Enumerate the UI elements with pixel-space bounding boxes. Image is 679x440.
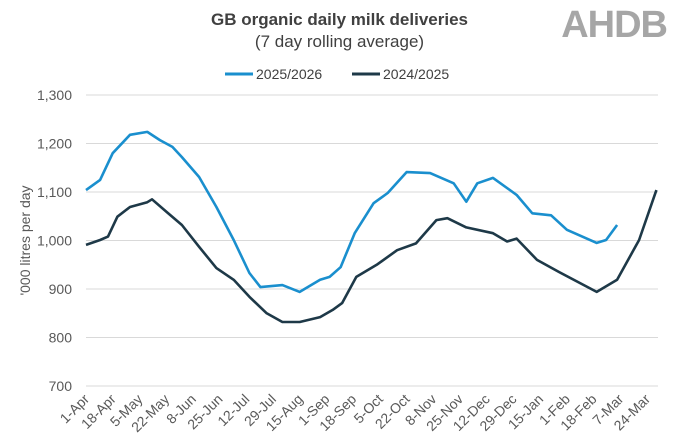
- y-tick-label: 1,000: [37, 233, 72, 249]
- y-tick-label: 1,200: [37, 136, 72, 152]
- chart-title: GB organic daily milk deliveries: [211, 10, 468, 29]
- y-axis-label: '000 litres per day: [17, 185, 33, 295]
- series-line-2025-2026: [85, 130, 619, 294]
- y-tick-label: 700: [49, 378, 73, 394]
- y-tick-label: 900: [49, 281, 73, 297]
- legend-label: 2025/2026: [256, 66, 322, 82]
- y-tick-label: 1,300: [37, 87, 72, 103]
- legend-label: 2024/2025: [383, 66, 449, 82]
- y-tick-label: 800: [49, 330, 73, 346]
- chart-subtitle: (7 day rolling average): [254, 32, 425, 51]
- ahdb-logo: AHDB: [561, 4, 668, 46]
- series-line-2024-2025: [85, 189, 658, 324]
- y-tick-label: 1,100: [37, 184, 72, 200]
